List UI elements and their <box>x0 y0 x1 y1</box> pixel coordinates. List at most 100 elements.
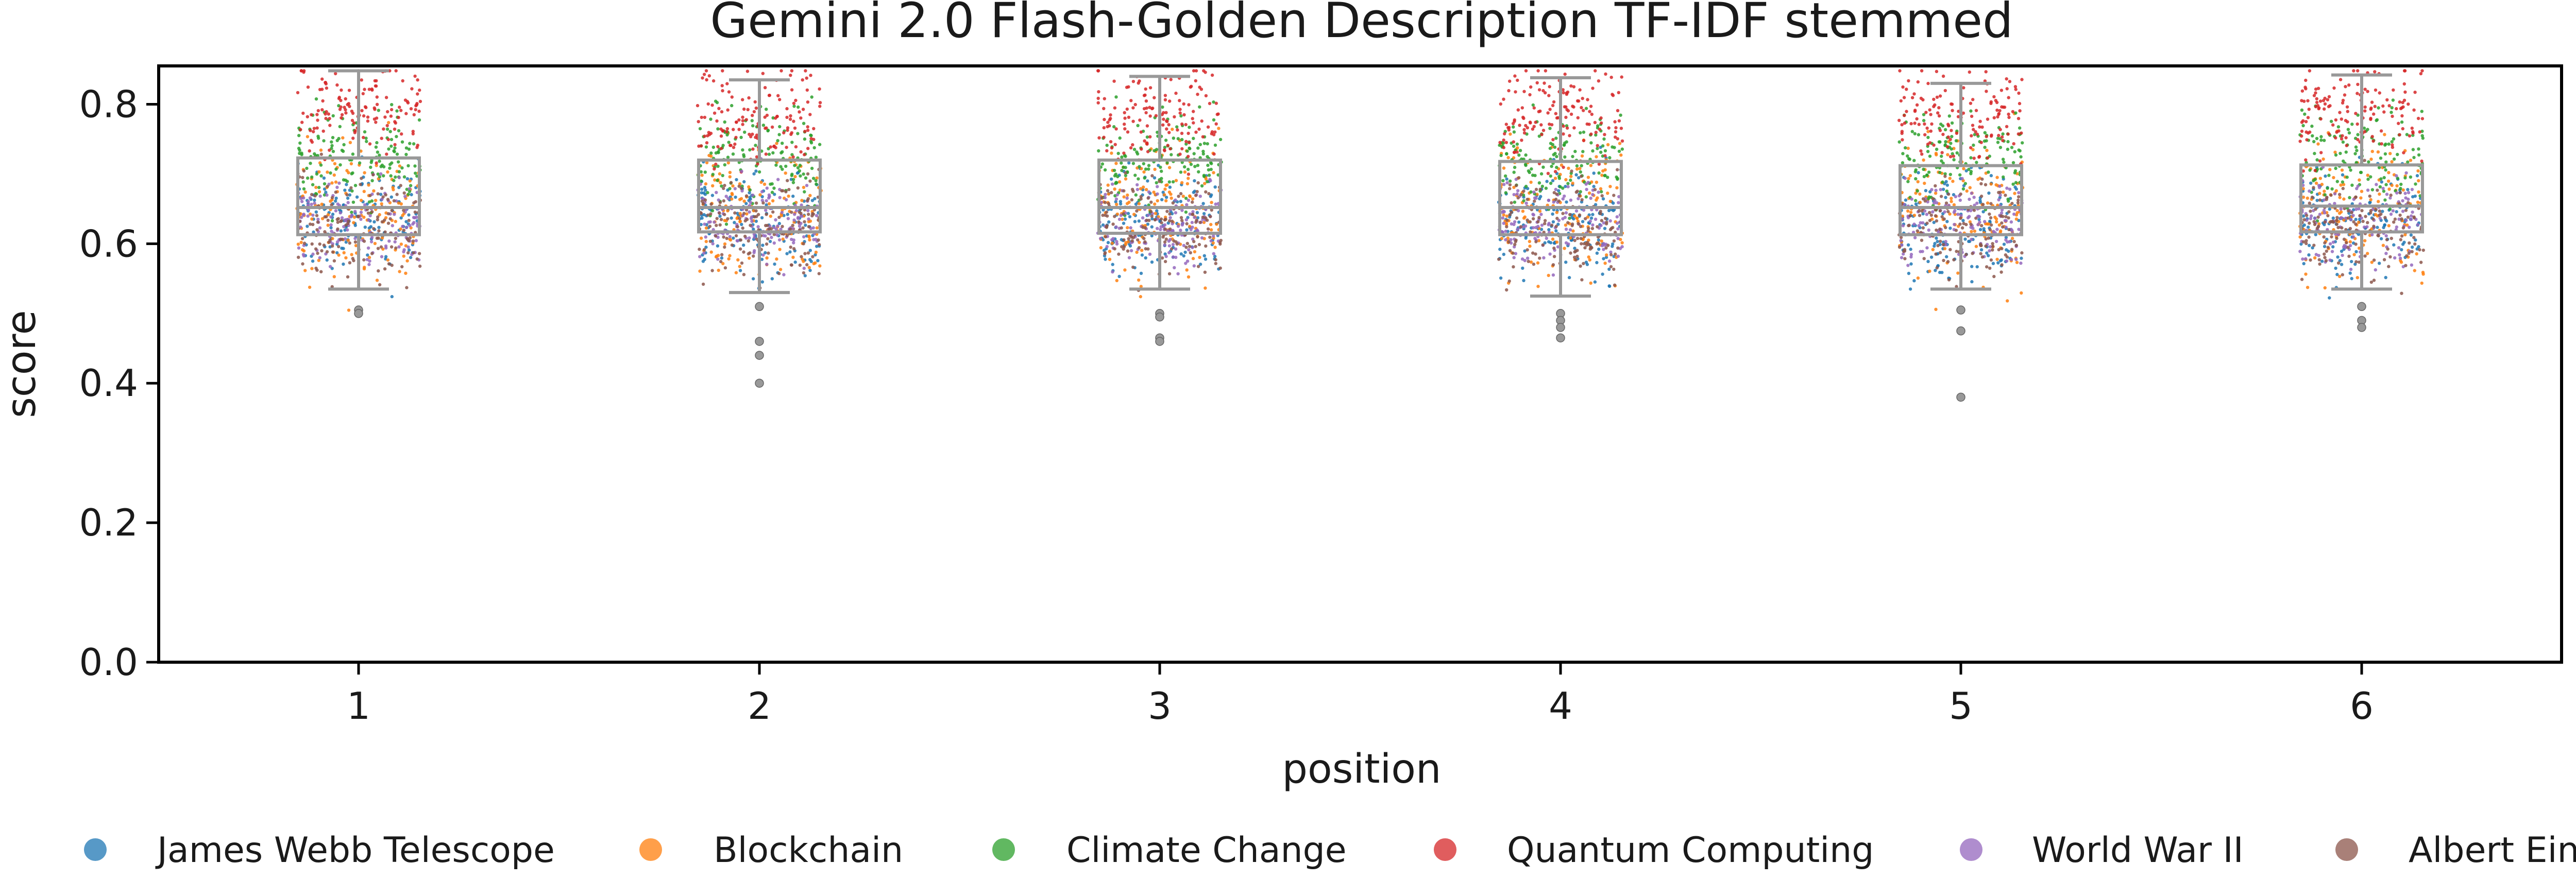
data-point <box>1123 268 1127 272</box>
data-point <box>1948 212 1952 216</box>
data-point <box>1930 188 1934 192</box>
data-point <box>348 241 351 245</box>
data-point <box>1916 180 1920 184</box>
data-point <box>302 212 306 216</box>
data-point <box>763 86 767 90</box>
data-point <box>1524 201 1528 205</box>
data-point <box>761 201 765 205</box>
data-point <box>1931 197 1935 200</box>
data-point <box>1210 162 1213 165</box>
data-point <box>2346 110 2349 113</box>
data-point <box>1112 125 1116 129</box>
data-point <box>391 186 395 189</box>
data-point <box>1193 179 1196 183</box>
data-point <box>738 265 742 268</box>
data-point <box>1913 109 1917 112</box>
data-point <box>1180 209 1184 212</box>
data-point <box>794 98 798 102</box>
data-point <box>377 109 380 112</box>
data-point <box>1897 245 1902 249</box>
data-point <box>1537 216 1541 219</box>
data-point <box>1548 123 1551 126</box>
data-point <box>2376 150 2380 154</box>
data-point <box>1178 152 1182 156</box>
data-point <box>1562 132 1565 136</box>
data-point <box>365 257 369 262</box>
data-point <box>346 221 350 226</box>
data-point <box>1909 247 1912 251</box>
data-point <box>1516 146 1519 150</box>
data-point <box>699 179 703 183</box>
data-point <box>2379 237 2383 240</box>
data-point <box>715 254 719 258</box>
data-point <box>1614 135 1617 139</box>
data-point <box>2345 241 2348 245</box>
data-point <box>372 189 376 193</box>
data-point <box>1603 227 1607 230</box>
data-point <box>2323 189 2326 193</box>
data-point <box>1122 189 1126 193</box>
data-point <box>2378 192 2381 196</box>
data-point <box>346 238 350 242</box>
data-point <box>2366 188 2370 192</box>
data-point <box>731 184 735 188</box>
data-point <box>1529 85 1533 89</box>
data-point <box>1937 140 1941 144</box>
y-tick-label: 0.0 <box>79 641 138 684</box>
data-point <box>1548 85 1551 89</box>
data-point <box>711 145 716 149</box>
data-point <box>1547 273 1550 278</box>
data-point <box>326 218 330 222</box>
data-point <box>299 212 303 216</box>
data-point <box>2315 97 2318 100</box>
data-point <box>1956 213 1960 216</box>
data-point <box>752 110 756 114</box>
data-point <box>2014 257 2018 261</box>
data-point <box>2341 253 2344 257</box>
data-point <box>2360 189 2364 193</box>
data-point <box>1510 210 1513 214</box>
data-point <box>1528 120 1532 124</box>
data-point <box>360 109 364 112</box>
data-point <box>2336 255 2340 259</box>
data-point <box>386 221 391 225</box>
data-point <box>371 173 375 177</box>
data-point <box>1555 165 1558 169</box>
data-point <box>1509 132 1512 136</box>
data-point <box>1129 99 1133 102</box>
data-point <box>2304 158 2308 162</box>
data-point <box>323 187 327 191</box>
data-point <box>1597 191 1600 194</box>
data-point <box>1506 156 1510 160</box>
data-point <box>764 251 767 254</box>
data-point <box>781 167 784 171</box>
data-point <box>1124 241 1128 245</box>
data-point <box>1143 226 1147 230</box>
data-point <box>1132 213 1136 216</box>
data-point <box>748 191 751 195</box>
data-point <box>1898 69 1902 73</box>
data-point <box>1516 78 1519 82</box>
data-point <box>1524 184 1528 188</box>
data-point <box>2016 201 2020 205</box>
data-point <box>2319 151 2323 154</box>
data-point <box>314 97 318 101</box>
data-point <box>1935 147 1939 151</box>
data-point <box>742 250 745 254</box>
data-point <box>1579 225 1583 229</box>
data-point <box>377 269 380 273</box>
data-point <box>774 116 777 120</box>
data-point <box>376 150 380 154</box>
data-point <box>1156 130 1159 134</box>
data-point <box>367 88 371 91</box>
data-point <box>1142 107 1146 111</box>
data-point <box>703 198 707 202</box>
data-point <box>1619 127 1623 130</box>
data-point <box>1163 146 1167 149</box>
data-point <box>749 223 752 227</box>
data-point <box>2398 133 2401 136</box>
data-point <box>803 153 806 157</box>
data-point <box>302 241 307 245</box>
data-point <box>1568 134 1571 137</box>
data-point <box>363 130 367 134</box>
